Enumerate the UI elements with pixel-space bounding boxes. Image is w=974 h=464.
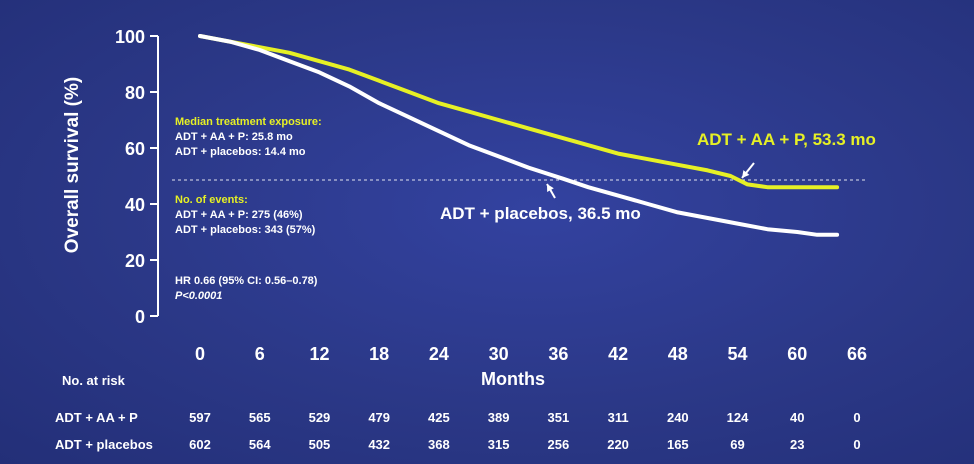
risk-value: 311	[607, 410, 629, 425]
arrow-aap-head	[742, 170, 750, 178]
risk-value: 505	[308, 437, 331, 452]
median-label-aap: ADT + AA + P, 53.3 mo	[697, 130, 876, 149]
y-tick-label: 100	[115, 27, 145, 47]
events-aap: ADT + AA + P: 275 (46%)	[175, 209, 303, 221]
series-line-aap	[198, 34, 840, 190]
x-tick-label: 60	[787, 344, 807, 364]
risk-value: 351	[547, 410, 570, 425]
risk-value: 165	[666, 437, 689, 452]
risk-value: 529	[308, 410, 331, 425]
x-tick-label: 6	[255, 344, 265, 364]
x-tick-label: 18	[369, 344, 389, 364]
events-title: No. of events:	[175, 194, 248, 206]
risk-value: 40	[790, 410, 805, 425]
risk-value: 432	[368, 437, 391, 452]
arrow-placebo-head	[547, 184, 554, 192]
y-tick-label: 80	[125, 83, 145, 103]
y-axis-title: Overall survival (%)	[62, 76, 83, 254]
risk-row-label: ADT + placebos	[55, 437, 153, 452]
x-axis-title: Months	[481, 369, 545, 389]
events-placebo: ADT + placebos: 343 (57%)	[175, 224, 316, 236]
exposure-placebo: ADT + placebos: 14.4 mo	[175, 146, 306, 158]
x-tick-label: 54	[728, 344, 748, 364]
events-annotation: No. of events: ADT + AA + P: 275 (46%) A…	[175, 193, 315, 238]
risk-value: 124	[726, 410, 749, 425]
p-value: P<0.0001	[175, 290, 223, 302]
risk-value: 368	[428, 437, 450, 452]
risk-value: 0	[853, 437, 861, 452]
x-tick-label: 42	[608, 344, 628, 364]
x-tick-label: 66	[847, 344, 867, 364]
risk-value: 0	[853, 410, 861, 425]
risk-value: 425	[428, 410, 450, 425]
x-tick-label: 0	[195, 344, 205, 364]
risk-value: 220	[607, 437, 629, 452]
x-tick-label: 48	[668, 344, 688, 364]
risk-value: 597	[189, 410, 211, 425]
risk-value: 240	[666, 410, 689, 425]
risk-table-title: No. at risk	[62, 373, 125, 388]
series-line-placebo	[198, 34, 840, 237]
x-tick-label: 24	[429, 344, 449, 364]
risk-value: 23	[790, 437, 805, 452]
y-tick-label: 60	[125, 139, 145, 159]
x-tick-label: 36	[548, 344, 568, 364]
exposure-annotation: Median treatment exposure: ADT + AA + P:…	[175, 115, 322, 160]
exposure-aap: ADT + AA + P: 25.8 mo	[175, 131, 293, 143]
x-tick-label: 12	[309, 344, 329, 364]
y-tick-label: 0	[135, 307, 145, 327]
risk-value: 315	[487, 437, 510, 452]
hr-annotation: HR 0.66 (95% CI: 0.56–0.78) P<0.0001	[175, 274, 317, 304]
risk-value: 256	[547, 437, 570, 452]
exposure-title: Median treatment exposure:	[175, 116, 322, 128]
x-tick-label: 30	[489, 344, 509, 364]
hr-text: HR 0.66 (95% CI: 0.56–0.78)	[175, 275, 318, 287]
risk-value: 389	[487, 410, 510, 425]
risk-value: 602	[189, 437, 211, 452]
median-label-placebo: ADT + placebos, 36.5 mo	[440, 204, 641, 223]
risk-value: 564	[248, 437, 271, 452]
y-tick-label: 20	[125, 251, 145, 271]
risk-row-label: ADT + AA + P	[55, 410, 138, 425]
y-tick-label: 40	[125, 195, 145, 215]
risk-value: 69	[730, 437, 745, 452]
risk-value: 565	[248, 410, 271, 425]
risk-value: 479	[368, 410, 391, 425]
